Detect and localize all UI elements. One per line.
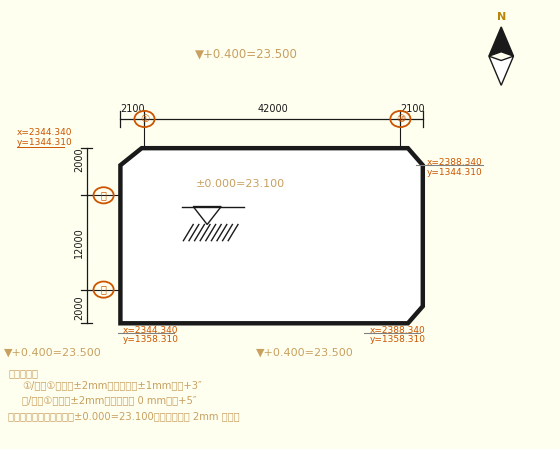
Text: 引测施工现场的施工标高±0.000=23.100，三个误差在 2mm 以内。: 引测施工现场的施工标高±0.000=23.100，三个误差在 2mm 以内。	[8, 411, 240, 421]
Text: x=2344.340: x=2344.340	[17, 128, 72, 137]
Text: 2100: 2100	[120, 104, 145, 114]
Text: 2000: 2000	[74, 147, 84, 172]
Text: ①/ⓓ：①～ⓘ边±2mm；ⓓ～ⓒ边±1mm，角+3″: ①/ⓓ：①～ⓘ边±2mm；ⓓ～ⓒ边±1mm，角+3″	[22, 381, 202, 391]
Text: ▼+0.400=23.500: ▼+0.400=23.500	[256, 348, 354, 357]
Polygon shape	[120, 148, 423, 323]
Text: 2000: 2000	[74, 295, 84, 320]
Text: y=1344.310: y=1344.310	[17, 138, 73, 147]
Text: 12000: 12000	[74, 227, 84, 258]
Text: 复测结果：: 复测结果：	[8, 368, 39, 378]
Text: x=2388.340: x=2388.340	[370, 326, 426, 335]
Text: x=2388.340: x=2388.340	[427, 158, 483, 167]
Text: y=1358.310: y=1358.310	[370, 335, 426, 344]
Text: 2100: 2100	[400, 104, 425, 114]
Polygon shape	[489, 56, 514, 85]
Text: x=2344.340: x=2344.340	[123, 326, 179, 335]
Polygon shape	[193, 207, 221, 224]
Polygon shape	[489, 27, 514, 56]
Text: 42000: 42000	[258, 104, 288, 114]
Text: N: N	[497, 13, 506, 22]
Text: ⓘ/Ⓜ：①～ⓘ边±2mm；ⓓ～Ⓜ边 0 mm，角+5″: ⓘ/Ⓜ：①～ⓘ边±2mm；ⓓ～Ⓜ边 0 mm，角+5″	[22, 395, 197, 405]
Text: Ⓐ: Ⓐ	[101, 285, 106, 295]
Text: ①: ①	[140, 114, 149, 124]
Text: ⑩: ⑩	[396, 114, 405, 124]
Text: Ⓓ: Ⓓ	[101, 190, 106, 200]
Text: y=1344.310: y=1344.310	[427, 168, 483, 177]
Text: ▼+0.400=23.500: ▼+0.400=23.500	[4, 348, 102, 357]
Text: ±0.000=23.100: ±0.000=23.100	[196, 179, 286, 189]
Text: y=1358.310: y=1358.310	[123, 335, 179, 344]
Text: ▼+0.400=23.500: ▼+0.400=23.500	[195, 48, 298, 60]
